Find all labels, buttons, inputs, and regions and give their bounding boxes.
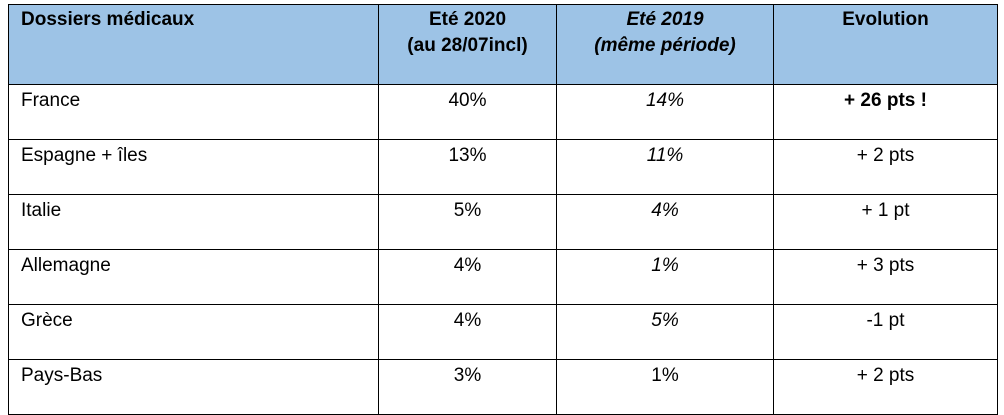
table-row: Grèce 4% 5% -1 pt [8,304,998,360]
document-page: Dossiers médicaux Eté 2020 (au 28/07incl… [8,4,998,415]
ete-2019-cell: 14% [556,84,774,140]
country-cell: Allemagne [8,249,379,305]
country-cell: Grèce [8,304,379,360]
table-row: Espagne + îles 13% 11% + 2 pts [8,139,998,195]
header-sublabel: (au 28/07incl) [407,35,528,56]
table-row: Allemagne 4% 1% + 3 pts [8,249,998,305]
ete-2020-cell: 4% [378,304,557,360]
ete-2019-cell: 4% [556,194,774,250]
header-dossiers-medicaux: Dossiers médicaux [8,4,379,85]
header-row: Dossiers médicaux Eté 2020 (au 28/07incl… [8,4,998,85]
header-evolution: Evolution [773,4,998,85]
ete-2020-cell: 4% [378,249,557,305]
ete-2020-cell: 40% [378,84,557,140]
evolution-cell: + 26 pts ! [773,84,998,140]
ete-2019-cell: 11% [556,139,774,195]
header-label: Dossiers médicaux [21,9,195,30]
table-row: Italie 5% 4% + 1 pt [8,194,998,250]
ete-2019-cell: 1% [556,359,774,415]
evolution-cell: + 1 pt [773,194,998,250]
header-label: Eté 2019 [626,9,704,30]
country-cell: Espagne + îles [8,139,379,195]
evolution-cell: + 3 pts [773,249,998,305]
header-ete-2019: Eté 2019 (même période) [556,4,774,85]
evolution-cell: + 2 pts [773,359,998,415]
country-cell: France [8,84,379,140]
ete-2020-cell: 13% [378,139,557,195]
evolution-cell: + 2 pts [773,139,998,195]
header-sublabel: (même période) [594,35,736,56]
ete-2019-cell: 5% [556,304,774,360]
header-label: Evolution [842,9,929,30]
medical-records-table: Dossiers médicaux Eté 2020 (au 28/07incl… [8,4,998,415]
evolution-cell: -1 pt [773,304,998,360]
country-cell: Italie [8,194,379,250]
table-header: Dossiers médicaux Eté 2020 (au 28/07incl… [8,4,998,85]
ete-2019-cell: 1% [556,249,774,305]
table-row: France 40% 14% + 26 pts ! [8,84,998,140]
ete-2020-cell: 3% [378,359,557,415]
header-label: Eté 2020 [428,9,507,30]
table-row: Pays-Bas 3% 1% + 2 pts [8,359,998,415]
table-body: France 40% 14% + 26 pts ! Espagne + îles 13% 1… [8,84,998,415]
header-ete-2020: Eté 2020 (au 28/07incl) [378,4,557,85]
ete-2020-cell: 5% [378,194,557,250]
country-cell: Pays-Bas [8,359,379,415]
